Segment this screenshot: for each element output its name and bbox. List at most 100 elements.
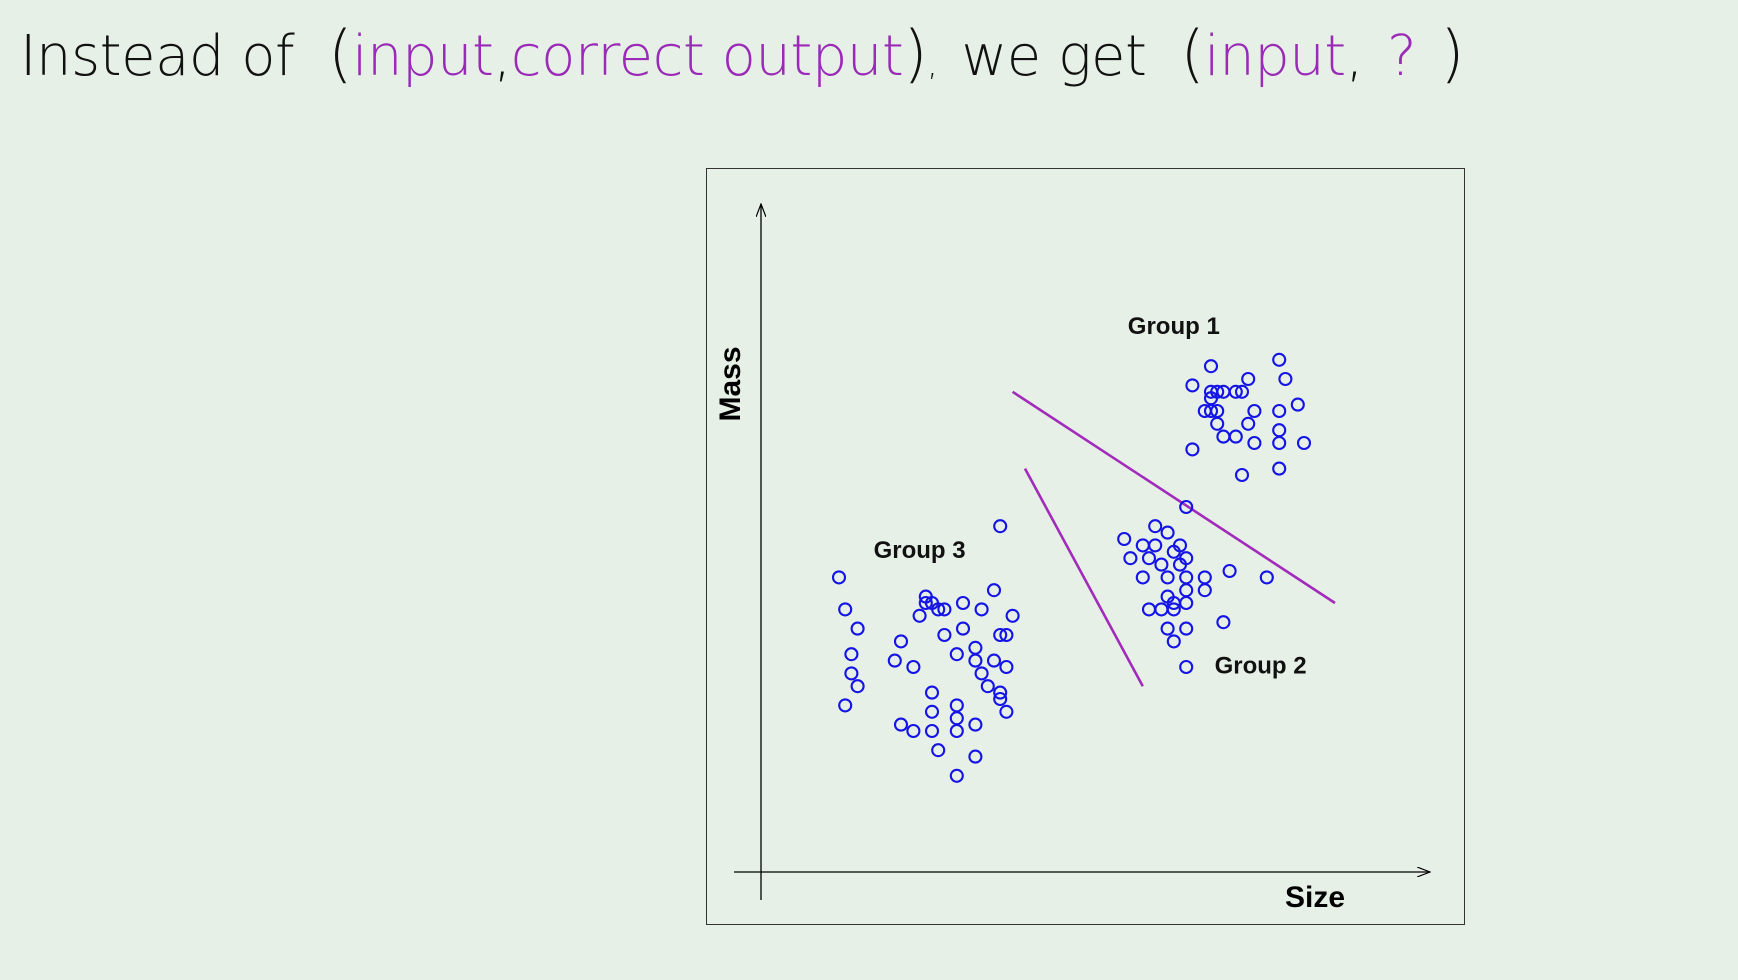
tuple-separator-2: , <box>1345 24 1364 89</box>
scatter-point <box>1296 435 1312 451</box>
scatter-point <box>1148 519 1163 534</box>
scatter-point <box>838 698 853 713</box>
scatter-point <box>918 595 933 611</box>
scatter-point <box>1179 595 1194 611</box>
scatter-point <box>850 621 865 636</box>
correct-output-term: correct output <box>510 24 904 89</box>
scatter-point <box>993 685 1008 700</box>
scatter-point <box>1241 416 1256 431</box>
close-paren-2: ) <box>1440 17 1464 90</box>
scatter-point <box>968 717 983 732</box>
scatter-point <box>838 602 853 617</box>
scatter-point <box>968 653 983 668</box>
scatter-point <box>1216 615 1231 630</box>
group-label: Group 1 <box>1128 313 1220 340</box>
scatter-point <box>887 653 902 668</box>
scatter-point <box>1179 659 1194 675</box>
group-label: Group 3 <box>874 537 966 564</box>
scatter-point <box>1166 602 1181 617</box>
scatter-point <box>844 666 859 681</box>
scatter-point <box>1005 608 1020 623</box>
scatter-point <box>937 627 952 643</box>
scatter-point <box>1179 499 1194 515</box>
scatter-point <box>1228 429 1243 444</box>
clustering-scatter-plot: Group 1 Group 2 Group 3 Mass Size <box>714 169 1464 914</box>
scatter-point <box>1135 570 1150 585</box>
scatter-point <box>1210 416 1225 431</box>
data-points <box>831 352 1312 783</box>
scatter-point <box>844 647 859 662</box>
scatter-point <box>1272 352 1287 367</box>
scatter-point <box>949 723 964 739</box>
scatter-point <box>1154 557 1169 572</box>
scatter-point <box>1247 403 1262 419</box>
scatter-point <box>1272 423 1287 438</box>
scatter-point <box>974 602 989 617</box>
scatter-point <box>1272 461 1287 476</box>
scatter-point <box>1141 551 1157 566</box>
scatter-point <box>924 704 940 719</box>
scatter-point <box>1160 570 1175 585</box>
tuple-separator-1: , <box>493 24 511 89</box>
open-paren-2: ( <box>1180 17 1205 90</box>
x-axis-label: Size <box>1285 881 1345 914</box>
scatter-point <box>1234 467 1250 483</box>
scatter-point <box>968 640 983 655</box>
scatter-point <box>1185 378 1200 393</box>
scatter-point <box>1166 634 1181 649</box>
scatter-point <box>1160 525 1175 540</box>
scatter-point <box>937 602 952 617</box>
scatter-point <box>993 627 1008 643</box>
scatter-point <box>1179 570 1194 585</box>
scatter-point <box>1272 435 1287 451</box>
scatter-point <box>1216 429 1231 444</box>
scatter-point <box>949 647 964 662</box>
scatter-point <box>999 659 1014 675</box>
scatter-point <box>1278 371 1293 387</box>
scatter-point <box>1160 621 1175 636</box>
point-cluster <box>1117 499 1274 675</box>
scatter-point <box>1197 583 1212 598</box>
scatter-point <box>924 685 940 700</box>
scatter-point <box>980 679 995 694</box>
scatter-point <box>949 698 964 713</box>
scatter-point <box>949 768 964 783</box>
decision-boundary-line <box>1011 390 1336 605</box>
point-cluster <box>831 519 1020 783</box>
scatter-point <box>1247 435 1262 451</box>
scatter-point <box>931 743 946 758</box>
scatter-point <box>912 608 927 623</box>
scatter-point <box>993 519 1008 534</box>
open-paren-1: ( <box>328 17 352 90</box>
scatter-point <box>1166 544 1181 559</box>
scatter-point <box>955 595 971 611</box>
scatter-point <box>999 627 1014 643</box>
scatter-point <box>1172 557 1188 572</box>
y-axis-label: Mass <box>714 346 747 421</box>
input-term-2: input <box>1204 24 1346 89</box>
scatter-point <box>1203 403 1219 419</box>
scatter-point <box>1123 551 1138 566</box>
point-cluster <box>1185 352 1312 483</box>
scatter-point <box>1228 384 1243 399</box>
headline-lead: Instead of <box>20 24 295 89</box>
scatter-point <box>1241 371 1256 387</box>
scatter-point <box>906 659 921 675</box>
scatter-point <box>1259 570 1274 585</box>
scatter-point <box>850 679 865 694</box>
scatter-point <box>831 570 847 585</box>
scatter-point <box>974 666 989 681</box>
scatter-point <box>893 717 909 732</box>
slide-headline: Instead of (input,correct output), we get(… <box>20 14 1464 104</box>
scatter-point <box>1272 403 1287 419</box>
scatter-point <box>1290 397 1305 412</box>
close-paren-1: ) <box>903 17 928 90</box>
scatter-point <box>999 704 1014 719</box>
scatter-point <box>949 711 964 726</box>
scatter-point <box>986 583 1002 598</box>
we-get-text: we get <box>961 24 1147 89</box>
unknown-output-question: ? <box>1387 24 1417 89</box>
trailing-comma: , <box>927 44 938 84</box>
scatter-point <box>986 653 1002 668</box>
scatter-point <box>1203 359 1219 374</box>
